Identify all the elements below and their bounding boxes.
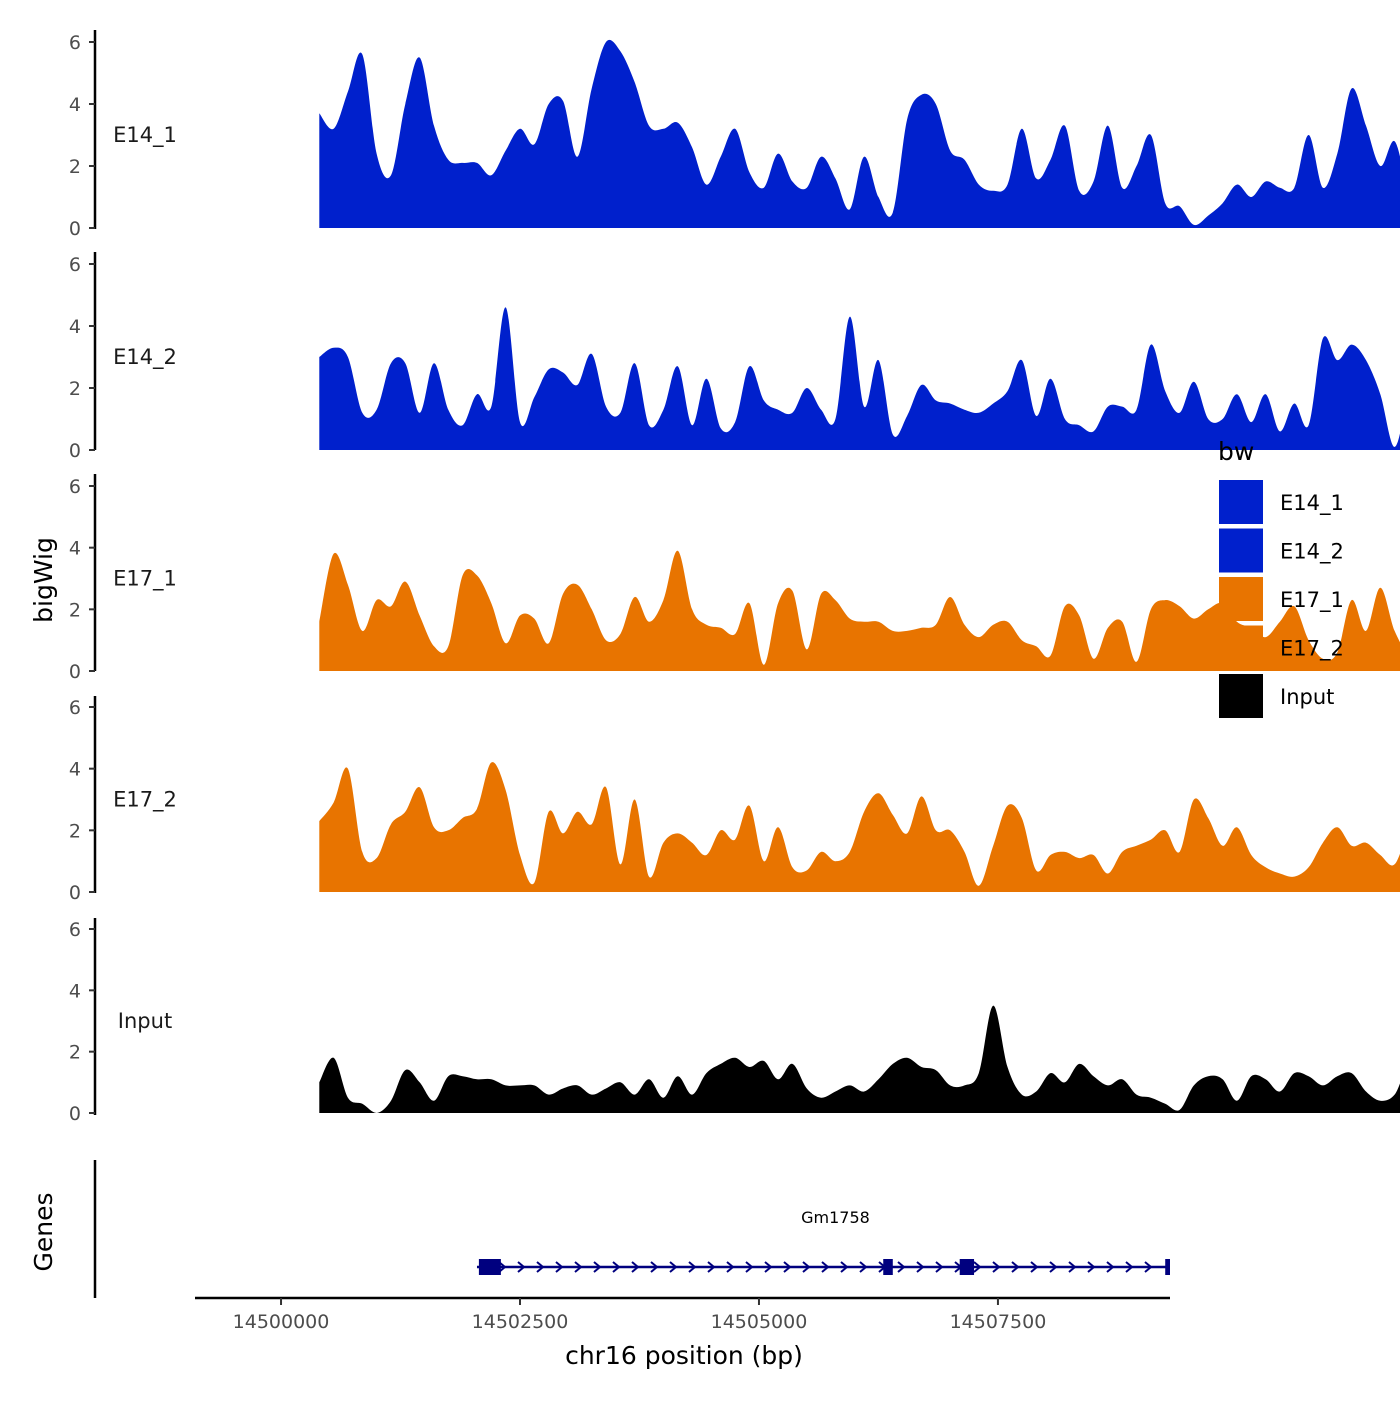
strand-chevron-icon: [1125, 1261, 1134, 1273]
strand-chevron-icon: [1106, 1261, 1115, 1273]
y-tick-label-Input-2: 2: [69, 1042, 81, 1064]
strand-chevron-icon: [498, 1261, 507, 1273]
strand-chevron-icon: [593, 1261, 602, 1273]
strand-chevron-icon: [992, 1261, 1001, 1273]
track-label-E14_2: E14_2: [113, 345, 177, 370]
y-tick-label-E14_2-0: 0: [69, 440, 81, 462]
y-tick-label-E17_2-6: 6: [69, 697, 81, 719]
strand-chevron-icon: [1087, 1261, 1096, 1273]
x-tick-label-14505000: 14505000: [711, 1311, 808, 1333]
coverage-area-E14_1: [319, 39, 1400, 228]
y-tick-label-Input-6: 6: [69, 919, 81, 941]
strand-chevron-icon: [764, 1261, 773, 1273]
legend: bw E14_1 E14_2 E17_1 E17_2 Input: [1218, 437, 1344, 718]
exon-4: [1165, 1259, 1170, 1275]
strand-chevron-icon: [859, 1261, 868, 1273]
y-tick-label-E17_1-4: 4: [69, 538, 81, 560]
y-tick-label-E17_2-4: 4: [69, 759, 81, 781]
strand-chevron-icon: [1011, 1261, 1020, 1273]
strand-chevron-icon: [897, 1261, 906, 1273]
coverage-area-E17_2: [319, 762, 1400, 892]
strand-chevron-icon: [745, 1261, 754, 1273]
legend-label-E14_2: E14_2: [1280, 540, 1344, 565]
legend-label-E14_1: E14_1: [1280, 491, 1344, 516]
track-label-Input: Input: [118, 1009, 172, 1033]
x-axis: 14500000 14502500 14505000 14507500: [195, 1296, 1170, 1333]
legend-title: bw: [1218, 437, 1254, 466]
y-axis-title: bigWig: [29, 537, 58, 623]
coverage-tracks: 0 2 4 6 E14_1 0 2 4 6 E14_2 0 2 4 6 E17_1 0 2 4 6 E17_2 0 2 4 6…: [69, 30, 1400, 1125]
gene-track-title: Genes: [29, 1192, 58, 1271]
x-tick-label-14502500: 14502500: [472, 1311, 569, 1333]
y-tick-label-Input-0: 0: [69, 1103, 81, 1125]
x-tick-label-14507500: 14507500: [950, 1311, 1047, 1333]
gene-track: Gm1758: [93, 1160, 1170, 1298]
track-label-E17_1: E17_1: [113, 567, 177, 592]
strand-chevron-icon: [783, 1261, 792, 1273]
legend-label-E17_2: E17_2: [1280, 637, 1344, 662]
y-tick-label-Input-4: 4: [69, 980, 81, 1002]
legend-swatch-E17_2: [1219, 625, 1263, 670]
legend-swatch-E17_1: [1219, 577, 1263, 621]
track-label-E14_1: E14_1: [113, 123, 177, 148]
y-tick-label-E17_1-2: 2: [69, 599, 81, 621]
y-tick-label-E14_1-6: 6: [69, 32, 81, 54]
y-tick-label-E17_2-2: 2: [69, 820, 81, 842]
y-tick-label-E14_2-6: 6: [69, 254, 81, 276]
legend-swatch-Input: [1219, 674, 1263, 718]
x-tick-label-14500000: 14500000: [233, 1311, 330, 1333]
strand-chevron-icon: [840, 1261, 849, 1273]
track-E14_2: 0 2 4 6 E14_2: [69, 252, 1400, 462]
y-tick-label-E17_2-0: 0: [69, 882, 81, 904]
coverage-area-E17_1: [319, 550, 1400, 671]
coverage-area-E14_2: [319, 307, 1400, 450]
strand-chevron-icon: [688, 1261, 697, 1273]
legend-label-Input: Input: [1280, 685, 1334, 709]
track-label-E17_2: E17_2: [113, 788, 177, 813]
strand-chevron-icon: [1049, 1261, 1058, 1273]
legend-label-E17_1: E17_1: [1280, 588, 1344, 613]
strand-chevron-icon: [1030, 1261, 1039, 1273]
strand-chevron-icon: [536, 1261, 545, 1273]
y-tick-label-E14_1-2: 2: [69, 156, 81, 178]
strand-chevron-icon: [517, 1261, 526, 1273]
track-E17_2: 0 2 4 6 E17_2: [69, 696, 1400, 904]
track-E14_1: 0 2 4 6 E14_1: [69, 30, 1400, 240]
track-Input: 0 2 4 6 Input: [69, 918, 1400, 1125]
strand-chevron-icon: [935, 1261, 944, 1273]
legend-swatch-E14_2: [1219, 528, 1263, 573]
strand-chevron-icon: [555, 1261, 564, 1273]
coverage-area-Input: [319, 1005, 1400, 1113]
y-tick-label-E14_1-0: 0: [69, 218, 81, 240]
strand-chevron-icon: [802, 1261, 811, 1273]
strand-chevron-icon: [631, 1261, 640, 1273]
strand-chevron-icon: [973, 1261, 982, 1273]
strand-chevron-icon: [650, 1261, 659, 1273]
strand-chevron-icon: [1068, 1261, 1077, 1273]
strand-chevron-icon: [916, 1261, 925, 1273]
gene-label-Gm1758: Gm1758: [801, 1208, 870, 1227]
x-axis-title: chr16 position (bp): [565, 1341, 803, 1370]
strand-chevron-icon: [612, 1261, 621, 1273]
y-tick-label-E14_2-2: 2: [69, 378, 81, 400]
strand-chevron-icon: [726, 1261, 735, 1273]
exon-3: [959, 1259, 975, 1275]
strand-chevron-icon: [821, 1261, 830, 1273]
exon-1: [478, 1259, 501, 1275]
strand-chevron-icon: [707, 1261, 716, 1273]
strand-chevron-icon: [1144, 1261, 1153, 1273]
gene-Gm1758: Gm1758: [476, 1208, 1170, 1275]
y-tick-label-E14_2-4: 4: [69, 316, 81, 338]
legend-swatch-E14_1: [1219, 480, 1263, 524]
track-E17_1: 0 2 4 6 E17_1: [69, 474, 1400, 683]
strand-chevron-icon: [669, 1261, 678, 1273]
strand-chevron-icon: [574, 1261, 583, 1273]
y-tick-label-E17_1-0: 0: [69, 661, 81, 683]
y-tick-label-E14_1-4: 4: [69, 94, 81, 116]
exon-2: [883, 1259, 893, 1275]
y-tick-label-E17_1-6: 6: [69, 476, 81, 498]
